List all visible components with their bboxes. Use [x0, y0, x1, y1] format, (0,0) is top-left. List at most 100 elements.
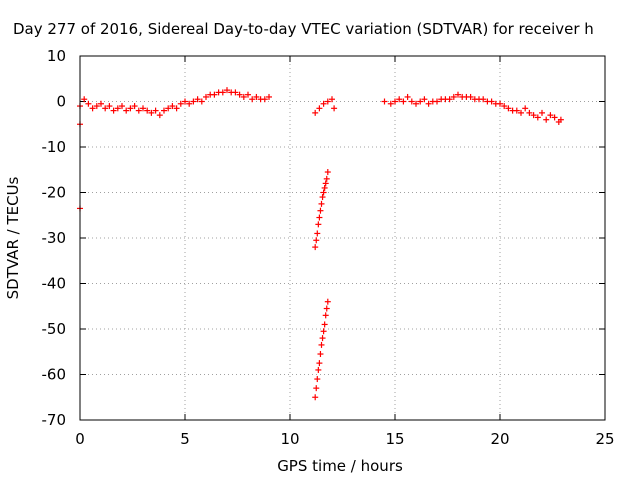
y-tick-label: -30	[42, 229, 67, 247]
data-point	[480, 96, 487, 103]
data-point	[219, 89, 226, 96]
data-point	[539, 109, 545, 116]
y-tick-label: -20	[42, 184, 67, 202]
data-point	[173, 105, 180, 112]
data-point	[319, 335, 326, 342]
data-point	[123, 107, 130, 114]
axis-ticks: 0 5 10 15 20 25 -70 -60 -50 -40 -30 -20 -10 0 10	[42, 47, 615, 448]
x-tick-label: 10	[280, 430, 299, 448]
data-point	[324, 169, 331, 176]
data-point	[318, 200, 325, 207]
data-point	[322, 180, 329, 187]
data-point	[331, 105, 338, 112]
data-point	[144, 107, 151, 114]
data-point	[224, 87, 230, 94]
data-point	[320, 189, 327, 196]
data-point	[321, 321, 328, 328]
x-tick-label: 25	[595, 430, 614, 448]
data-point	[434, 98, 440, 105]
data-point	[186, 100, 193, 107]
data-point	[249, 96, 256, 103]
data-point	[232, 89, 239, 96]
data-point	[312, 394, 319, 401]
data-point	[315, 221, 322, 228]
data-point	[323, 175, 330, 182]
data-point	[314, 376, 321, 383]
x-tick-label: 20	[490, 430, 509, 448]
data-point	[319, 194, 326, 201]
data-point	[89, 105, 96, 112]
data-point	[194, 96, 201, 103]
y-axis-label: SDTVAR / TECUs	[4, 176, 22, 299]
data-point	[396, 96, 403, 103]
data-point	[135, 107, 142, 114]
data-point	[98, 100, 104, 107]
data-point	[156, 112, 163, 119]
data-point	[392, 98, 398, 105]
data-point	[324, 298, 331, 305]
data-point	[522, 105, 529, 112]
data-point	[547, 112, 554, 119]
data-point	[211, 91, 218, 98]
data-point	[526, 109, 533, 116]
x-tick-label: 5	[180, 430, 190, 448]
y-tick-label: 0	[56, 93, 66, 111]
data-point	[127, 105, 134, 112]
data-point	[417, 98, 424, 105]
data-point	[140, 105, 146, 112]
data-point	[534, 114, 541, 121]
data-point	[455, 91, 461, 98]
data-point	[253, 93, 260, 100]
data-point	[467, 93, 474, 100]
data-point	[85, 100, 92, 107]
data-point	[165, 105, 172, 112]
data-point	[161, 107, 167, 114]
data-point	[93, 103, 100, 110]
data-point	[329, 96, 335, 103]
data-point	[488, 98, 495, 105]
data-point	[316, 360, 323, 367]
data-point	[315, 366, 322, 373]
data-points	[77, 87, 564, 401]
data-point	[245, 91, 251, 98]
data-point	[131, 103, 138, 110]
x-tick-label: 0	[75, 430, 85, 448]
data-point	[190, 98, 197, 105]
data-point	[321, 184, 328, 191]
data-point	[203, 93, 209, 100]
data-point	[198, 98, 205, 105]
data-point	[404, 93, 411, 100]
y-tick-label: -40	[42, 275, 67, 293]
data-point	[425, 100, 432, 107]
data-point	[450, 93, 457, 100]
y-tick-label: -10	[42, 138, 67, 156]
data-point	[421, 96, 428, 103]
data-point	[322, 312, 329, 319]
data-point	[314, 230, 321, 237]
data-point	[317, 351, 324, 358]
data-point	[240, 93, 247, 100]
data-point	[513, 107, 520, 114]
data-point	[182, 98, 188, 105]
y-tick-label: -60	[42, 366, 67, 384]
data-point	[119, 103, 125, 110]
grid	[80, 56, 605, 420]
data-point	[446, 96, 453, 103]
y-tick-label: -50	[42, 320, 67, 338]
data-point	[501, 103, 508, 110]
data-point	[408, 98, 415, 105]
data-point	[530, 112, 537, 119]
data-point	[320, 328, 327, 335]
plot-frame	[79, 55, 606, 421]
data-point	[557, 116, 564, 123]
data-point	[152, 107, 159, 114]
data-point	[400, 98, 407, 105]
data-point	[313, 237, 320, 244]
data-point	[317, 207, 324, 214]
data-point	[177, 100, 184, 107]
data-point	[518, 109, 524, 116]
data-point	[316, 105, 323, 112]
x-axis-label: GPS time / hours	[277, 457, 403, 475]
data-point	[114, 105, 121, 112]
